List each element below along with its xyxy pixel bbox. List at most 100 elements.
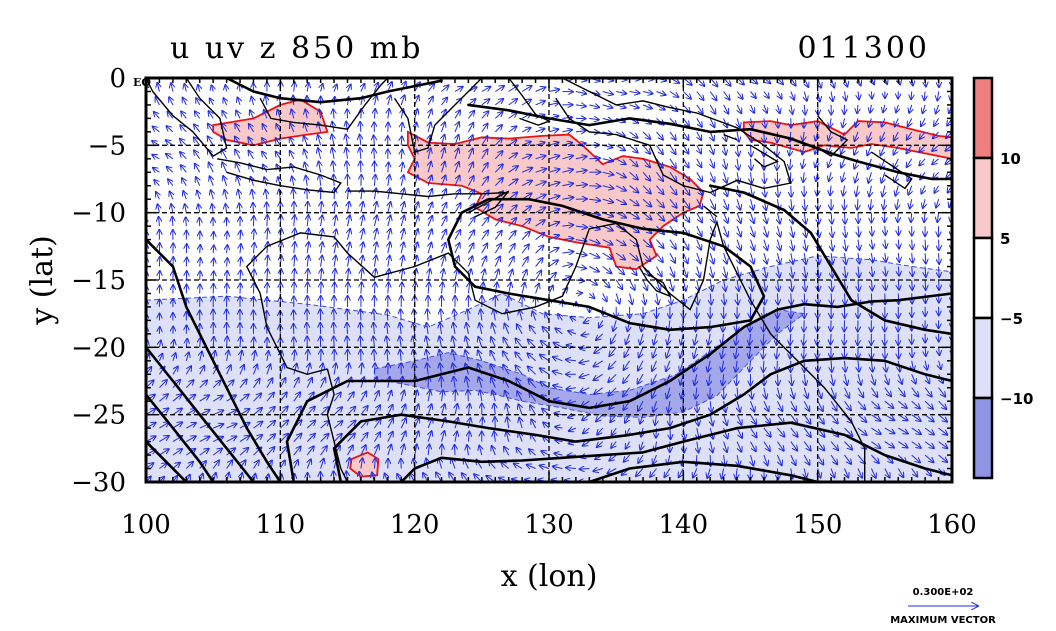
wind-vector [348, 229, 351, 240]
wind-vector [562, 130, 572, 132]
wind-vector [505, 324, 509, 335]
wind-vector [373, 405, 380, 415]
wind-vector [159, 380, 167, 389]
wind-vector [504, 447, 510, 456]
wind-vector [239, 394, 249, 402]
wind-vector [194, 124, 201, 133]
wind-vector [696, 455, 697, 466]
wind-vector [507, 417, 509, 429]
wind-vector [401, 202, 404, 213]
wind-vector [428, 269, 430, 281]
wind-vector [481, 87, 491, 92]
wind-vector [400, 418, 406, 429]
wind-vector [453, 364, 455, 375]
wind-vector [168, 112, 174, 119]
wind-vector [318, 148, 321, 159]
wind-vector [912, 279, 913, 290]
wind-vector [213, 271, 214, 281]
wind-vector [240, 231, 241, 240]
wind-vector [415, 189, 419, 200]
wind-vector [172, 217, 173, 227]
wind-vector [321, 283, 322, 294]
wind-vector [321, 269, 322, 281]
wind-vector [227, 271, 228, 281]
wind-vector [307, 83, 308, 92]
wind-vector [401, 95, 404, 106]
wind-vector [541, 341, 550, 348]
wind-vector [266, 393, 274, 402]
wind-vector [374, 229, 377, 240]
wind-vector [213, 337, 214, 348]
colorbar-swatch [972, 156, 994, 240]
wind-vector [333, 434, 342, 442]
wind-vector [481, 310, 482, 321]
wind-vector [540, 368, 550, 375]
wind-vector [548, 196, 560, 199]
wind-vector [506, 432, 508, 442]
wind-vector [415, 404, 419, 415]
wind-vector [535, 87, 546, 92]
wind-vector [454, 377, 455, 388]
wind-vector [428, 243, 431, 254]
wind-vector [562, 169, 573, 172]
wind-vector [334, 216, 336, 227]
wind-vector [361, 363, 362, 375]
wind-vector [749, 481, 751, 482]
wind-vector [468, 111, 474, 119]
wind-vector [169, 97, 173, 106]
wind-vector [508, 257, 514, 267]
wind-vector [911, 91, 912, 100]
wind-vector [670, 428, 671, 439]
wind-vector [361, 215, 364, 227]
wind-vector [279, 378, 285, 388]
wind-vector [912, 347, 913, 357]
wind-vector [562, 238, 573, 239]
wind-vector [503, 338, 510, 348]
wind-vector [467, 445, 469, 456]
wind-vector [239, 204, 240, 213]
wind-vector [467, 310, 468, 321]
wind-vector [267, 364, 271, 375]
wind-vector [347, 392, 354, 402]
wind-vector [388, 242, 390, 254]
wind-vector [196, 177, 200, 186]
wind-vector [558, 314, 562, 321]
wind-vector [291, 110, 293, 119]
wind-vector [240, 257, 241, 267]
wind-vector [479, 377, 482, 388]
wind-vector [253, 393, 262, 402]
wind-vector [226, 436, 237, 443]
wind-vector [831, 360, 832, 372]
wind-vector [415, 96, 419, 106]
wind-vector [360, 323, 361, 334]
wind-vector [440, 363, 442, 375]
wind-vector [374, 216, 377, 227]
wind-vector [481, 177, 488, 186]
wind-vector [294, 256, 295, 267]
wind-vector [253, 461, 259, 469]
plot-area: 100 110 120 130 140 150 1600−5−10−15−20−25−30 … [71, 64, 977, 540]
wind-vector [521, 155, 531, 159]
x-tick-label: 100 [121, 510, 171, 540]
wind-vector [427, 323, 429, 334]
y-tick-label: −5 [88, 131, 126, 161]
wind-vector [428, 444, 429, 456]
wind-vector [185, 204, 187, 213]
wind-vector [186, 436, 196, 443]
wind-vector [555, 440, 563, 442]
wind-vector [361, 458, 363, 469]
wind-vector [540, 355, 550, 362]
wind-vector [186, 423, 196, 429]
wind-vector [360, 148, 361, 159]
wind-vector [468, 404, 469, 415]
wind-vector [763, 481, 764, 482]
wind-vector [481, 244, 488, 254]
wind-vector [521, 219, 530, 227]
wind-vector [428, 135, 430, 146]
wind-vector [388, 109, 389, 119]
wind-vector [925, 279, 926, 290]
wind-vector [388, 256, 390, 267]
wind-vector [321, 242, 323, 254]
wind-vector [508, 126, 517, 133]
